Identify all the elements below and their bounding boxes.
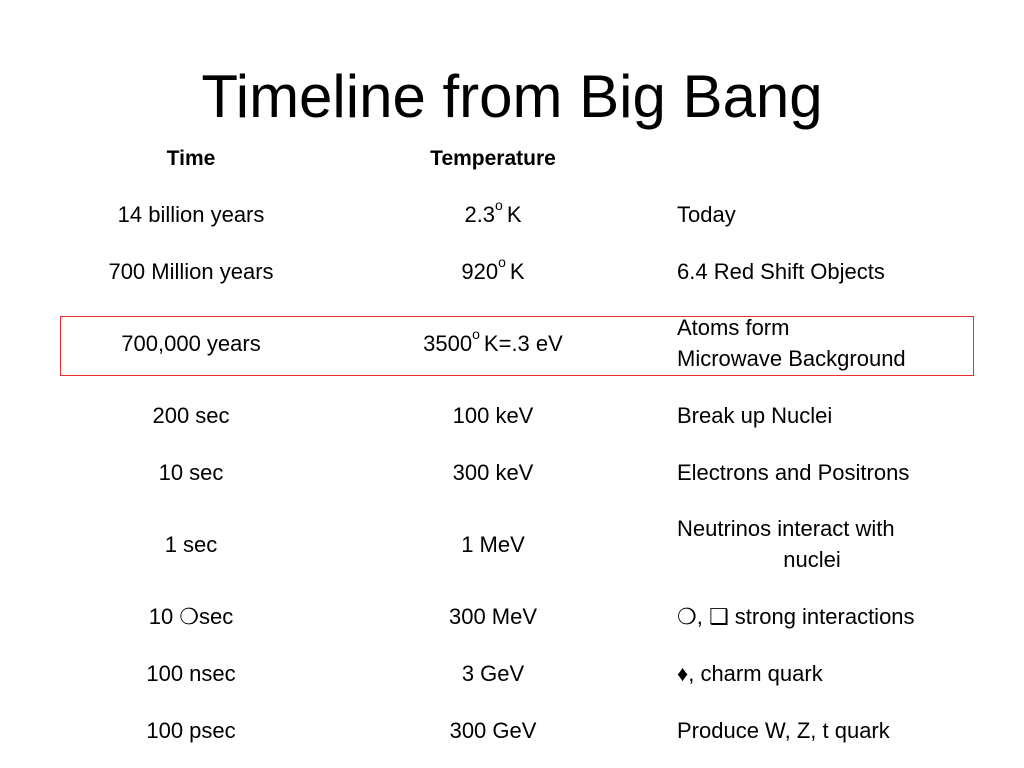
temperature-cell: 300 keV	[452, 460, 534, 485]
column-header: Temperature	[430, 147, 556, 170]
event-cell: Produce W, Z, t quark	[677, 715, 977, 746]
event-line: Electrons and Positrons	[677, 459, 910, 485]
temperature-unit: K=.3 eV	[483, 331, 563, 356]
time-cell: 14 billion years	[117, 202, 265, 227]
temperature-cell: 920o K	[343, 254, 643, 287]
temperature-cell: 2.3o K	[343, 197, 643, 230]
event-line: Today	[677, 201, 736, 227]
event-line: Neutrinos interact with	[677, 516, 895, 541]
event-line: Produce W, Z, t quark	[677, 717, 890, 743]
temperature-value: 3500	[423, 331, 473, 356]
highlight-box	[60, 316, 974, 376]
event-line: ❍, ❑ strong interactions	[677, 603, 915, 629]
temperature-unit: K	[506, 202, 522, 227]
event-line: Atoms form	[677, 315, 790, 340]
temperature-cell: 3500o K=.3 eV	[343, 326, 643, 359]
event-line: nuclei	[783, 547, 841, 572]
degree-symbol: o	[495, 197, 503, 213]
temperature-cell: 300 GeV	[449, 718, 537, 743]
event-line: Microwave Background	[677, 346, 906, 371]
time-cell: 700 Million years	[108, 259, 274, 284]
time-cell: 10 ❍sec	[148, 604, 234, 629]
time-cell: 1 sec	[164, 532, 218, 557]
degree-symbol: o	[498, 254, 506, 270]
time-cell: 10 sec	[158, 460, 224, 485]
time-cell: 700,000 years	[121, 331, 261, 356]
event-cell: Break up Nuclei	[677, 400, 977, 431]
temperature-cell: 300 MeV	[448, 604, 538, 629]
time-cell: 100 nsec	[146, 661, 236, 686]
event-cell: Today	[677, 199, 977, 230]
event-cell: Electrons and Positrons	[677, 457, 977, 488]
temperature-cell: 1 MeV	[461, 532, 525, 557]
temperature-cell: 100 keV	[452, 403, 534, 428]
time-cell: 100 psec	[146, 718, 236, 743]
event-line: ♦, charm quark	[677, 660, 823, 686]
temperature-value: 920	[461, 259, 499, 284]
temperature-value: 2.3	[464, 202, 496, 227]
event-line: 6.4 Red Shift Objects	[677, 258, 885, 284]
event-cell: ❍, ❑ strong interactions	[677, 601, 977, 632]
column-header: Time	[166, 147, 216, 170]
event-line: Break up Nuclei	[677, 402, 833, 428]
temperature-unit: K	[509, 259, 525, 284]
event-cell: ♦, charm quark	[677, 658, 977, 689]
temperature-cell: 3 GeV	[461, 661, 525, 686]
time-cell: 200 sec	[152, 403, 230, 428]
event-cell: 6.4 Red Shift Objects	[677, 256, 977, 287]
event-cell: Neutrinos interact with nuclei	[677, 513, 977, 575]
event-cell: Atoms form Microwave Background	[677, 312, 977, 374]
slide-title: Timeline from Big Bang	[201, 63, 823, 130]
degree-symbol: o	[472, 326, 480, 342]
